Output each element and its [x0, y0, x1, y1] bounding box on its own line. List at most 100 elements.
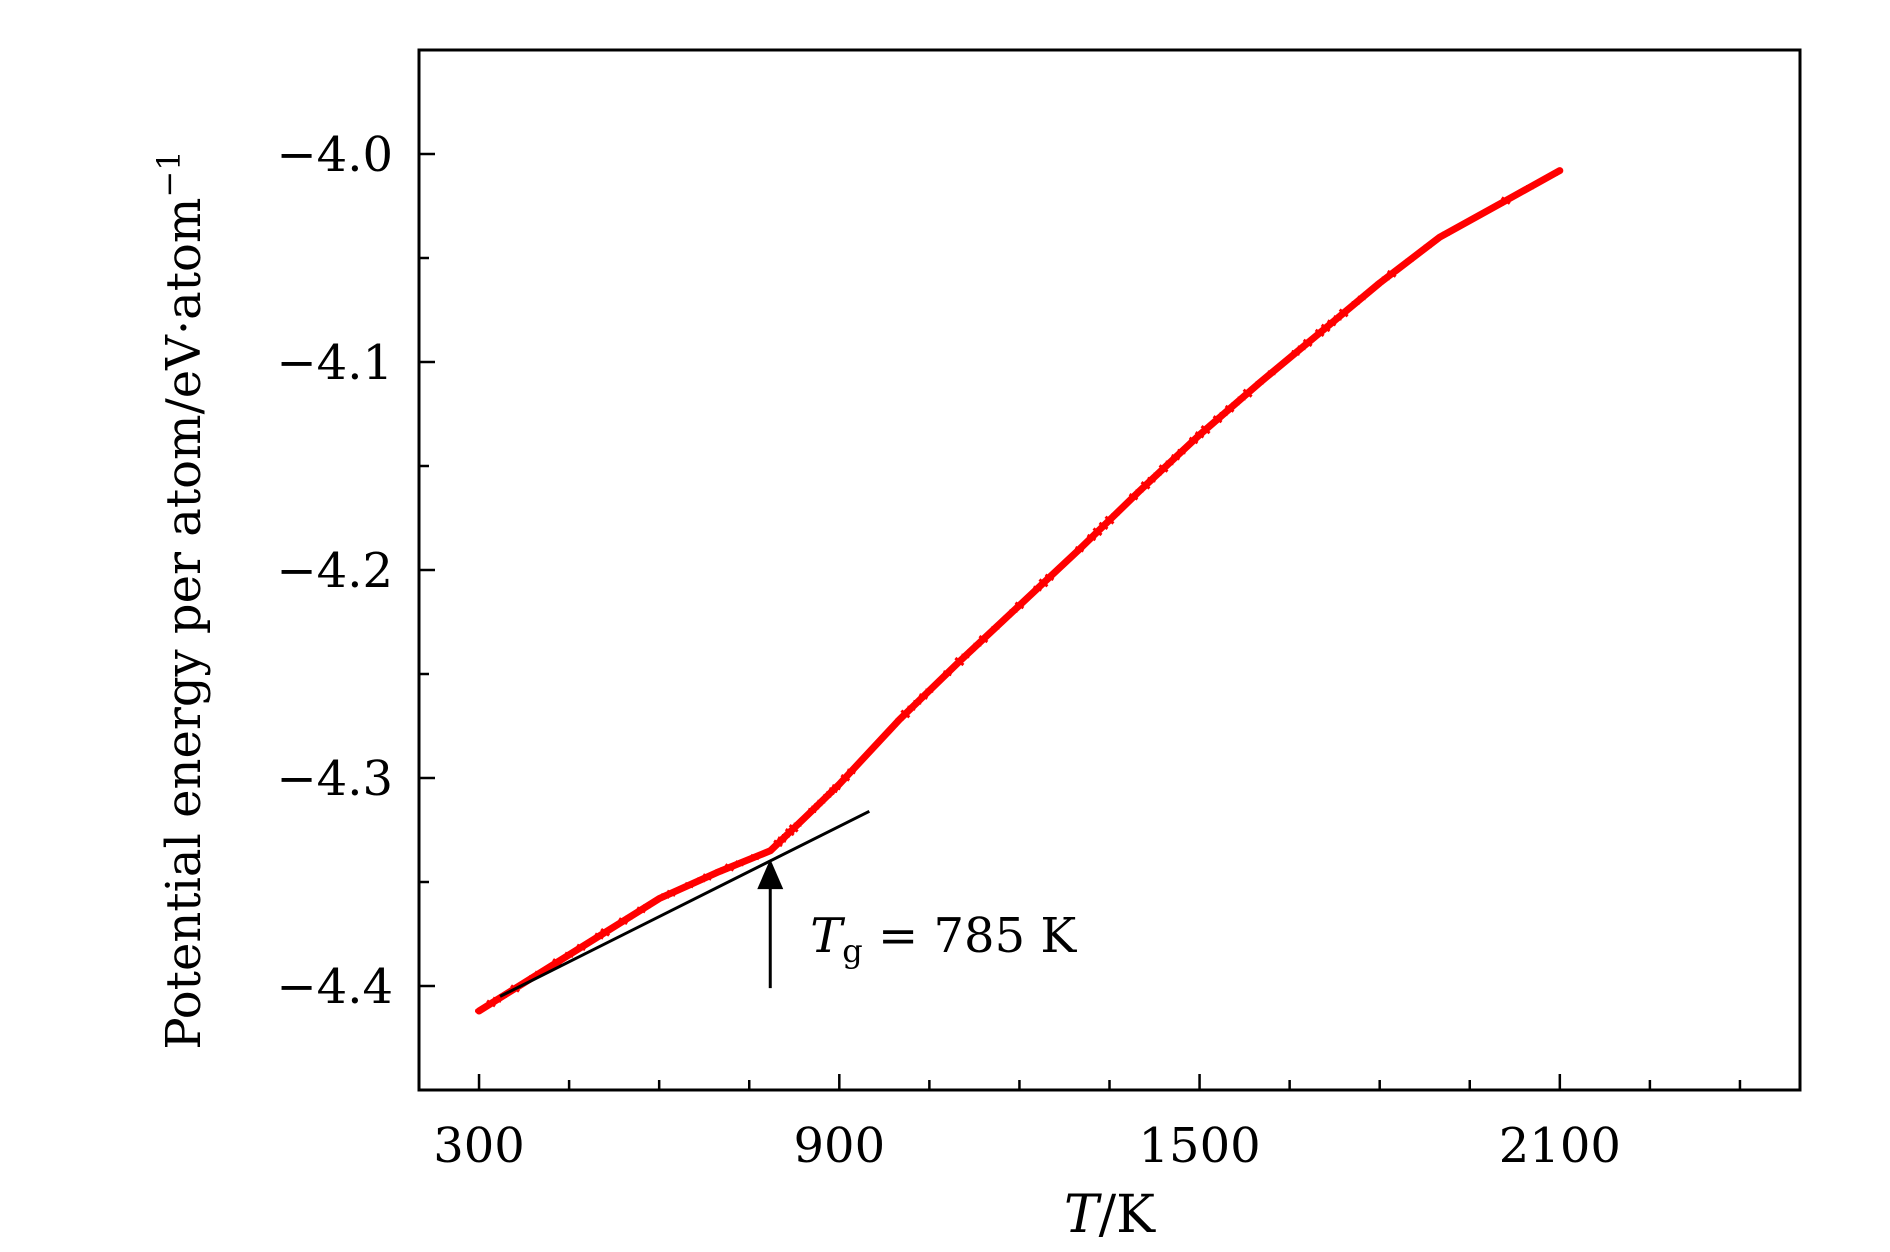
series-noise-mark	[1519, 188, 1529, 194]
series-noise-mark	[984, 628, 995, 639]
series-noise-mark	[1291, 349, 1301, 356]
series-noise-mark	[930, 682, 940, 688]
series-noise-mark	[546, 963, 556, 969]
y-axis-label-text: Potential energy per atom/eV·atom	[156, 198, 212, 1050]
series-noise-mark	[1302, 338, 1313, 348]
series-noise-mark	[696, 877, 706, 883]
y-tick-label: −4.0	[276, 127, 393, 183]
series-noise-mark	[846, 768, 856, 775]
series-noise-mark	[1381, 276, 1390, 281]
series-noise-mark	[642, 904, 652, 909]
series-noise-mark	[679, 885, 688, 890]
series-noise-mark	[1255, 380, 1264, 385]
series-noise-mark	[888, 723, 898, 729]
series-noise-mark	[1116, 504, 1127, 513]
series-noise-mark	[858, 754, 869, 763]
series-noise-mark	[1165, 460, 1174, 466]
series-noise-mark	[1410, 251, 1421, 260]
series-noise-mark	[612, 920, 623, 930]
series-noise-mark	[1417, 248, 1427, 254]
series-noise-mark	[649, 900, 658, 905]
series-noise-mark	[1146, 476, 1157, 483]
series-noise-mark	[1285, 355, 1294, 361]
x-axis-label-unit: /K	[1099, 1185, 1157, 1245]
series-noise-mark	[1044, 573, 1055, 581]
series-noise-mark	[654, 896, 664, 902]
series-noise-mark	[834, 781, 844, 788]
series-noise-mark	[1092, 527, 1103, 537]
series-noise-mark	[978, 634, 989, 644]
series-noise-mark	[594, 932, 604, 940]
series-noise-mark	[900, 709, 911, 719]
series-noise-mark	[630, 909, 641, 918]
series-noise-mark	[660, 893, 670, 899]
series-noise-mark	[1122, 498, 1133, 507]
linear-fit-line	[499, 809, 870, 998]
tg-value: = 785 K	[863, 908, 1078, 964]
series-noise-mark	[777, 836, 787, 843]
series-noise-mark	[1308, 333, 1319, 342]
series-noise-mark	[1279, 359, 1289, 366]
series-layer	[475, 167, 1564, 1015]
series-noise-mark	[967, 648, 976, 653]
series-noise-mark	[831, 783, 841, 791]
series-noise-mark	[1363, 291, 1372, 295]
series-noise-mark	[876, 735, 887, 743]
tg-symbol: T	[810, 908, 845, 964]
series-noise-mark	[852, 761, 862, 769]
series-noise-mark	[1272, 363, 1283, 373]
series-noise-mark	[1345, 305, 1354, 311]
series-noise-mark	[882, 729, 892, 736]
series-noise-mark	[1338, 308, 1349, 318]
series-noise-mark	[1267, 370, 1277, 376]
series-noise-mark	[552, 958, 562, 967]
series-noise-mark	[1111, 512, 1120, 517]
series-noise-mark	[1128, 493, 1139, 501]
series-line	[475, 167, 1564, 1015]
series-noise-mark	[564, 951, 574, 959]
series-noise-mark	[781, 833, 790, 838]
series-noise-mark	[912, 699, 922, 705]
series-noise-mark	[1368, 283, 1379, 293]
series-noise-mark	[1063, 557, 1072, 563]
series-noise-mark	[1212, 415, 1223, 424]
x-axis-label-symbol: T	[1064, 1185, 1102, 1245]
series-noise-mark	[1297, 345, 1306, 351]
series-noise-mark	[801, 814, 810, 820]
series-noise-mark	[1219, 411, 1228, 417]
series-noise-mark	[1399, 262, 1409, 268]
series-noise-mark	[765, 847, 775, 854]
annotation-layer	[757, 859, 784, 989]
series-noise-mark	[991, 626, 1000, 630]
series-noise-mark	[925, 688, 934, 693]
series-noise-mark	[1537, 177, 1547, 184]
series-noise-mark	[492, 996, 502, 1003]
series-noise-mark	[1038, 578, 1049, 588]
series-noise-mark	[1050, 568, 1060, 575]
series-noise-mark	[840, 773, 851, 782]
series-noise-mark	[1014, 601, 1025, 610]
series-noise-mark	[961, 653, 970, 659]
series-noise-mark	[480, 1005, 490, 1010]
series-noise-mark	[773, 839, 783, 848]
series-noise-mark	[750, 853, 760, 861]
series-noise-mark	[895, 717, 904, 722]
fit-layer	[499, 809, 870, 998]
series-noise-mark	[702, 873, 712, 881]
y-tick-label: −4.4	[276, 959, 393, 1015]
series-noise-mark	[1423, 244, 1432, 249]
series-noise-mark	[1026, 590, 1037, 599]
series-noise-mark	[1032, 585, 1043, 592]
series-noise-mark	[954, 656, 965, 667]
series-noise-mark	[906, 705, 916, 711]
series-noise-mark	[1177, 448, 1187, 455]
series-noise-mark	[1003, 614, 1012, 619]
series-noise-mark	[826, 791, 835, 795]
series-noise-mark	[797, 818, 806, 824]
series-noise-mark	[1056, 563, 1066, 569]
series-noise-mark	[1549, 172, 1558, 176]
series-noise-mark	[1525, 185, 1535, 190]
series-noise-mark	[1086, 533, 1097, 542]
series-noise-mark	[1140, 481, 1151, 490]
